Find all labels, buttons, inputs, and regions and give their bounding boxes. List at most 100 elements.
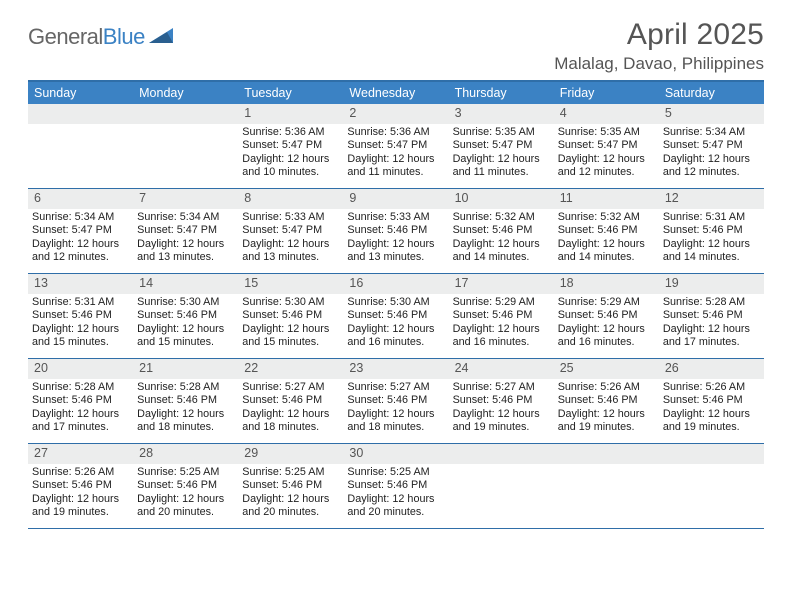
- title-block: April 2025 Malalag, Davao, Philippines: [554, 18, 764, 74]
- day-number: 5: [659, 104, 764, 124]
- sunrise-text: Sunrise: 5:30 AM: [347, 296, 444, 309]
- dow-sunday: Sunday: [28, 82, 133, 104]
- daylight-text: Daylight: 12 hours and 14 minutes.: [558, 238, 655, 265]
- sunrise-text: Sunrise: 5:29 AM: [558, 296, 655, 309]
- sunset-text: Sunset: 5:46 PM: [663, 224, 760, 237]
- day-number: [554, 444, 659, 464]
- sunrise-text: Sunrise: 5:31 AM: [32, 296, 129, 309]
- day-number: 24: [449, 359, 554, 379]
- sunset-text: Sunset: 5:46 PM: [558, 309, 655, 322]
- day-cell: 3 Sunrise: 5:35 AMSunset: 5:47 PMDaylight…: [449, 104, 554, 188]
- day-number: 6: [28, 189, 133, 209]
- daylight-text: Daylight: 12 hours and 18 minutes.: [347, 408, 444, 435]
- sunrise-text: Sunrise: 5:28 AM: [32, 381, 129, 394]
- sunset-text: Sunset: 5:46 PM: [347, 479, 444, 492]
- day-number: 3: [449, 104, 554, 124]
- day-number: 12: [659, 189, 764, 209]
- sunset-text: Sunset: 5:47 PM: [137, 224, 234, 237]
- sunset-text: Sunset: 5:46 PM: [137, 309, 234, 322]
- sunrise-text: Sunrise: 5:25 AM: [347, 466, 444, 479]
- month-title: April 2025: [554, 18, 764, 52]
- day-number: 14: [133, 274, 238, 294]
- day-number: 22: [238, 359, 343, 379]
- sunrise-text: Sunrise: 5:25 AM: [242, 466, 339, 479]
- week-row: 6Sunrise: 5:34 AMSunset: 5:47 PMDaylight…: [28, 189, 764, 274]
- day-cell: 10Sunrise: 5:32 AMSunset: 5:46 PMDayligh…: [449, 189, 554, 273]
- dow-friday: Friday: [554, 82, 659, 104]
- day-cell: 5Sunrise: 5:34 AMSunset: 5:47 PMDaylight…: [659, 104, 764, 188]
- week-row: 1Sunrise: 5:36 AMSunset: 5:47 PMDaylight…: [28, 104, 764, 189]
- day-number: 9: [343, 189, 448, 209]
- sunset-text: Sunset: 5:46 PM: [347, 309, 444, 322]
- day-number: 29: [238, 444, 343, 464]
- calendar-grid: SundayMondayTuesdayWednesdayThursdayFrid…: [28, 80, 764, 529]
- daylight-text: Daylight: 12 hours and 15 minutes.: [137, 323, 234, 350]
- daylight-text: Daylight: 12 hours and 18 minutes.: [242, 408, 339, 435]
- calendar-document: GeneralBlue April 2025 Malalag, Davao, P…: [0, 0, 792, 529]
- daylight-text: Daylight: 12 hours and 11 minutes.: [453, 153, 550, 180]
- daylight-text: Daylight: 12 hours and 19 minutes.: [558, 408, 655, 435]
- brand-part1: General: [28, 24, 103, 49]
- sunrise-text: Sunrise: 5:35 AM: [453, 126, 550, 139]
- daylight-text: Daylight: 12 hours and 20 minutes.: [137, 493, 234, 520]
- day-cell: 17Sunrise: 5:29 AMSunset: 5:46 PMDayligh…: [449, 274, 554, 358]
- sunrise-text: Sunrise: 5:32 AM: [558, 211, 655, 224]
- day-number: 1: [238, 104, 343, 124]
- day-cell: 30Sunrise: 5:25 AMSunset: 5:46 PMDayligh…: [343, 444, 448, 528]
- sunrise-text: Sunrise: 5:27 AM: [453, 381, 550, 394]
- day-cell: 18Sunrise: 5:29 AMSunset: 5:46 PMDayligh…: [554, 274, 659, 358]
- sunrise-text: Sunrise: 5:30 AM: [137, 296, 234, 309]
- day-number: 26: [659, 359, 764, 379]
- day-cell: 23Sunrise: 5:27 AMSunset: 5:46 PMDayligh…: [343, 359, 448, 443]
- day-number: 8: [238, 189, 343, 209]
- daylight-text: Daylight: 12 hours and 14 minutes.: [663, 238, 760, 265]
- day-cell: 7Sunrise: 5:34 AMSunset: 5:47 PMDaylight…: [133, 189, 238, 273]
- daylight-text: Daylight: 12 hours and 11 minutes.: [347, 153, 444, 180]
- sunset-text: Sunset: 5:46 PM: [32, 394, 129, 407]
- day-cell: 29Sunrise: 5:25 AMSunset: 5:46 PMDayligh…: [238, 444, 343, 528]
- day-number: 11: [554, 189, 659, 209]
- sunrise-text: Sunrise: 5:25 AM: [137, 466, 234, 479]
- dow-tuesday: Tuesday: [238, 82, 343, 104]
- sunrise-text: Sunrise: 5:26 AM: [558, 381, 655, 394]
- day-cell: 4Sunrise: 5:35 AMSunset: 5:47 PMDaylight…: [554, 104, 659, 188]
- week-row: 20Sunrise: 5:28 AMSunset: 5:46 PMDayligh…: [28, 359, 764, 444]
- sunrise-text: Sunrise: 5:26 AM: [663, 381, 760, 394]
- sunset-text: Sunset: 5:47 PM: [453, 139, 550, 152]
- sunset-text: Sunset: 5:46 PM: [663, 309, 760, 322]
- sunrise-text: Sunrise: 5:30 AM: [242, 296, 339, 309]
- sunset-text: Sunset: 5:46 PM: [453, 309, 550, 322]
- day-cell: 28Sunrise: 5:25 AMSunset: 5:46 PMDayligh…: [133, 444, 238, 528]
- day-number: [133, 104, 238, 124]
- daylight-text: Daylight: 12 hours and 16 minutes.: [453, 323, 550, 350]
- daylight-text: Daylight: 12 hours and 20 minutes.: [242, 493, 339, 520]
- day-number: [659, 444, 764, 464]
- triangle-icon: [149, 26, 175, 49]
- day-cell: 16Sunrise: 5:30 AMSunset: 5:46 PMDayligh…: [343, 274, 448, 358]
- sunset-text: Sunset: 5:47 PM: [347, 139, 444, 152]
- dow-wednesday: Wednesday: [343, 82, 448, 104]
- daylight-text: Daylight: 12 hours and 17 minutes.: [663, 323, 760, 350]
- sunrise-text: Sunrise: 5:28 AM: [663, 296, 760, 309]
- day-number: [449, 444, 554, 464]
- empty-cell: [554, 444, 659, 528]
- sunset-text: Sunset: 5:46 PM: [453, 394, 550, 407]
- day-number: 27: [28, 444, 133, 464]
- dow-monday: Monday: [133, 82, 238, 104]
- daylight-text: Daylight: 12 hours and 19 minutes.: [32, 493, 129, 520]
- daylight-text: Daylight: 12 hours and 13 minutes.: [242, 238, 339, 265]
- day-cell: 9Sunrise: 5:33 AMSunset: 5:46 PMDaylight…: [343, 189, 448, 273]
- sunrise-text: Sunrise: 5:34 AM: [663, 126, 760, 139]
- day-cell: 15Sunrise: 5:30 AMSunset: 5:46 PMDayligh…: [238, 274, 343, 358]
- brand-text: GeneralBlue: [28, 24, 145, 50]
- day-cell: 20Sunrise: 5:28 AMSunset: 5:46 PMDayligh…: [28, 359, 133, 443]
- daylight-text: Daylight: 12 hours and 12 minutes.: [558, 153, 655, 180]
- sunset-text: Sunset: 5:46 PM: [453, 224, 550, 237]
- sunset-text: Sunset: 5:46 PM: [663, 394, 760, 407]
- sunset-text: Sunset: 5:47 PM: [558, 139, 655, 152]
- daylight-text: Daylight: 12 hours and 17 minutes.: [32, 408, 129, 435]
- day-number: 25: [554, 359, 659, 379]
- daylight-text: Daylight: 12 hours and 16 minutes.: [347, 323, 444, 350]
- day-number: 28: [133, 444, 238, 464]
- day-number: 10: [449, 189, 554, 209]
